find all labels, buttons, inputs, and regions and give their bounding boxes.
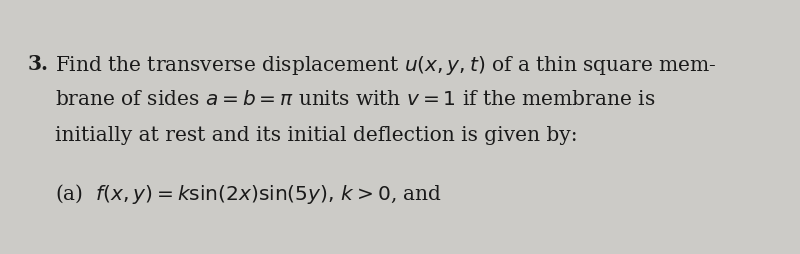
Text: Find the transverse displacement $u(x, y, t)$ of a thin square mem-: Find the transverse displacement $u(x, y…: [55, 54, 717, 77]
Text: (a)  $f(x, y) = k\sin(2x)\sin(5y),\, k > 0$, and: (a) $f(x, y) = k\sin(2x)\sin(5y),\, k > …: [55, 182, 442, 206]
Text: initially at rest and its initial deflection is given by:: initially at rest and its initial deflec…: [55, 126, 578, 145]
Text: brane of sides $a = b = \pi$ units with $v = 1$ if the membrane is: brane of sides $a = b = \pi$ units with …: [55, 90, 655, 109]
Text: 3.: 3.: [28, 54, 49, 74]
